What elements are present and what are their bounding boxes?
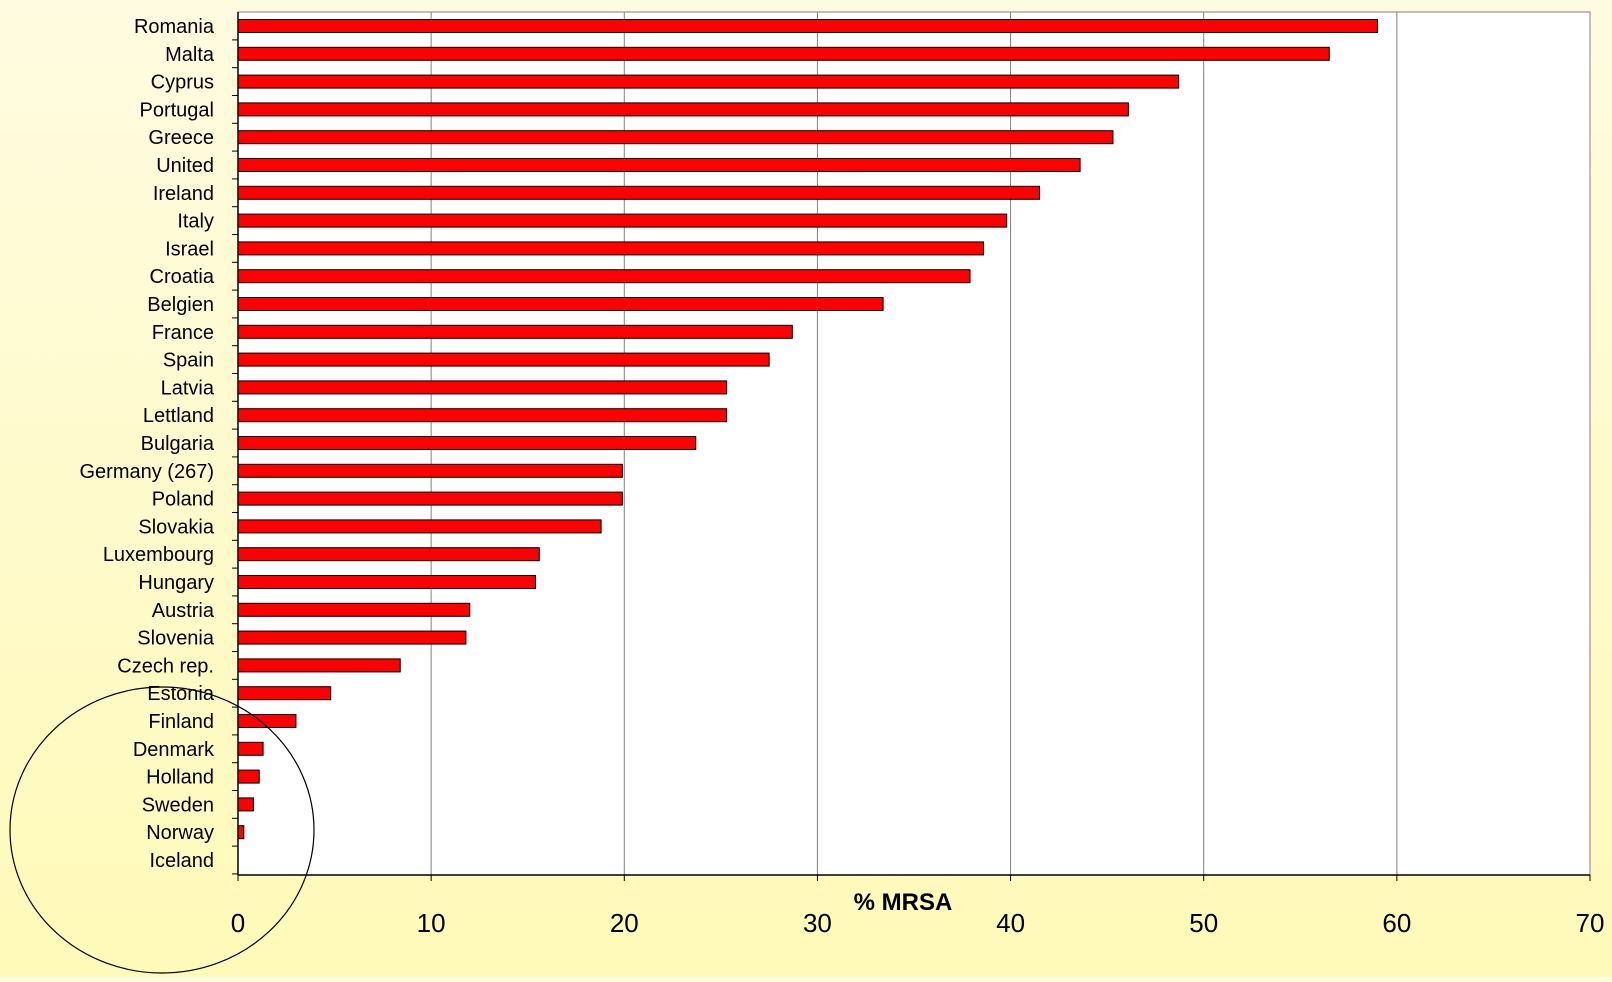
category-label: Bulgaria	[141, 433, 215, 455]
bar	[237, 463, 623, 478]
bar	[237, 575, 536, 589]
bar	[237, 714, 297, 728]
bar	[237, 658, 401, 673]
bar	[237, 519, 602, 534]
category-label: Lettland	[143, 405, 214, 427]
bar	[237, 769, 260, 784]
category-label: Belgien	[147, 294, 214, 316]
x-tick-label: 0	[231, 908, 245, 938]
bar	[237, 185, 1041, 200]
bar	[237, 19, 1379, 33]
x-tick-label: 30	[803, 908, 832, 938]
x-tick-label: 50	[1189, 908, 1218, 938]
category-label: Croatia	[150, 266, 215, 288]
category-label: Czech rep.	[117, 655, 214, 677]
bar	[237, 158, 1081, 172]
x-tick-label: 40	[996, 908, 1025, 938]
category-label: Spain	[163, 350, 214, 372]
x-tick-label: 20	[610, 908, 639, 938]
category-label: Norway	[146, 822, 214, 844]
category-label: Luxembourg	[103, 544, 214, 566]
bar	[237, 74, 1180, 89]
bar	[237, 630, 467, 645]
bar	[237, 324, 793, 339]
category-label: Ireland	[153, 183, 214, 205]
bar	[237, 241, 985, 256]
category-label: France	[152, 322, 214, 344]
category-label: Portugal	[140, 99, 215, 121]
category-label: Italy	[177, 211, 214, 233]
x-axis-label: % MRSA	[854, 889, 953, 916]
bar	[237, 130, 1114, 145]
category-label: Finland	[148, 711, 214, 733]
category-label: Hungary	[138, 572, 214, 594]
bar	[237, 46, 1330, 61]
category-label: Sweden	[142, 794, 214, 816]
bar	[237, 408, 728, 423]
category-label: Slovakia	[138, 516, 214, 538]
bar	[237, 491, 623, 506]
bar	[237, 602, 471, 617]
bar	[237, 352, 770, 367]
category-label: Austria	[152, 600, 215, 622]
category-label: Malta	[165, 44, 215, 66]
bar	[237, 269, 971, 284]
category-label: Estonia	[147, 683, 215, 705]
category-label: Germany (267)	[80, 461, 215, 483]
bar	[237, 741, 264, 756]
category-label: Romania	[134, 16, 215, 38]
bar	[237, 213, 1008, 228]
category-label: United	[156, 155, 214, 177]
x-tick-label: 70	[1576, 908, 1605, 938]
category-label: Greece	[148, 127, 214, 149]
category-label: Holland	[146, 767, 214, 789]
bar	[237, 547, 540, 562]
bar	[237, 686, 332, 701]
x-tick-label: 10	[417, 908, 446, 938]
annotation-ellipse	[9, 686, 315, 974]
bar	[237, 436, 697, 450]
bar	[237, 797, 254, 812]
category-label: Iceland	[150, 850, 215, 872]
category-label: Slovenia	[137, 628, 215, 650]
x-tick-label: 60	[1382, 908, 1411, 938]
category-label: Latvia	[161, 377, 215, 399]
category-label: Denmark	[133, 739, 215, 761]
category-label: Israel	[165, 238, 214, 260]
bar	[237, 380, 728, 395]
bar	[237, 825, 245, 840]
bar	[237, 297, 884, 311]
category-label: Cyprus	[151, 72, 214, 94]
category-label: Poland	[152, 489, 214, 511]
bar	[237, 102, 1129, 117]
